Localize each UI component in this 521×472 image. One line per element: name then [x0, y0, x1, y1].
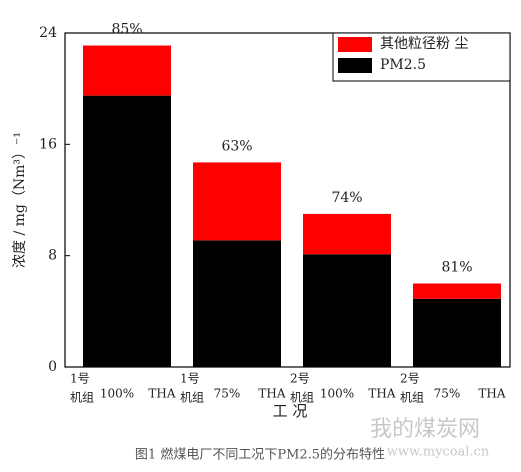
y-tick-label: 0: [48, 359, 57, 375]
watermark: www.mycoal.cn: [387, 445, 490, 460]
x-tick-label: 100%: [320, 387, 354, 401]
y-axis-label: 浓度 / mg（Nm³）⁻¹: [12, 132, 28, 268]
y-tick-label: 16: [39, 136, 57, 152]
legend-label: 其他粒径粉 尘: [380, 36, 468, 52]
bar-segment: [83, 45, 171, 96]
legend-swatch: [338, 58, 372, 73]
x-tick-label: THA: [148, 387, 175, 401]
x-tick-label: 机组: [70, 391, 94, 405]
bar-segment: [193, 240, 281, 367]
y-tick-label: 8: [48, 248, 57, 264]
annotation: 74%: [331, 190, 362, 206]
legend-label: PM2.5: [380, 57, 426, 73]
bar-segment: [413, 298, 501, 367]
bar-segment: [303, 213, 391, 255]
legend-swatch: [338, 37, 372, 52]
bar-segment: [193, 162, 281, 241]
x-tick-label: 2号: [290, 372, 310, 386]
watermark: 我的煤炭网: [370, 417, 480, 442]
x-tick-label: 机组: [290, 391, 314, 405]
x-tick-label: THA: [478, 387, 505, 401]
x-tick-label: 机组: [180, 391, 204, 405]
plot-frame: [64, 32, 511, 368]
caption: 图1 燃煤电厂不同工况下PM2.5的分布特性: [135, 447, 385, 463]
x-tick-label: THA: [258, 387, 285, 401]
bar-segment: [413, 283, 501, 299]
x-tick-label: 100%: [100, 387, 134, 401]
x-tick-label: THA: [368, 387, 395, 401]
x-tick-label: 机组: [400, 391, 424, 405]
x-axis-label: 工 况: [273, 402, 308, 420]
x-tick-label: 2号: [400, 372, 420, 386]
bar-segment: [83, 95, 171, 367]
bar-segment: [303, 254, 391, 367]
x-tick-label: 1号: [180, 372, 200, 386]
x-tick-label: 75%: [434, 387, 461, 401]
x-tick-label: 75%: [214, 387, 241, 401]
annotation: 85%: [111, 22, 142, 38]
y-tick-label: 24: [39, 25, 57, 41]
x-tick-label: 1号: [70, 372, 90, 386]
annotation: 63%: [221, 138, 252, 154]
annotation: 81%: [441, 260, 472, 276]
